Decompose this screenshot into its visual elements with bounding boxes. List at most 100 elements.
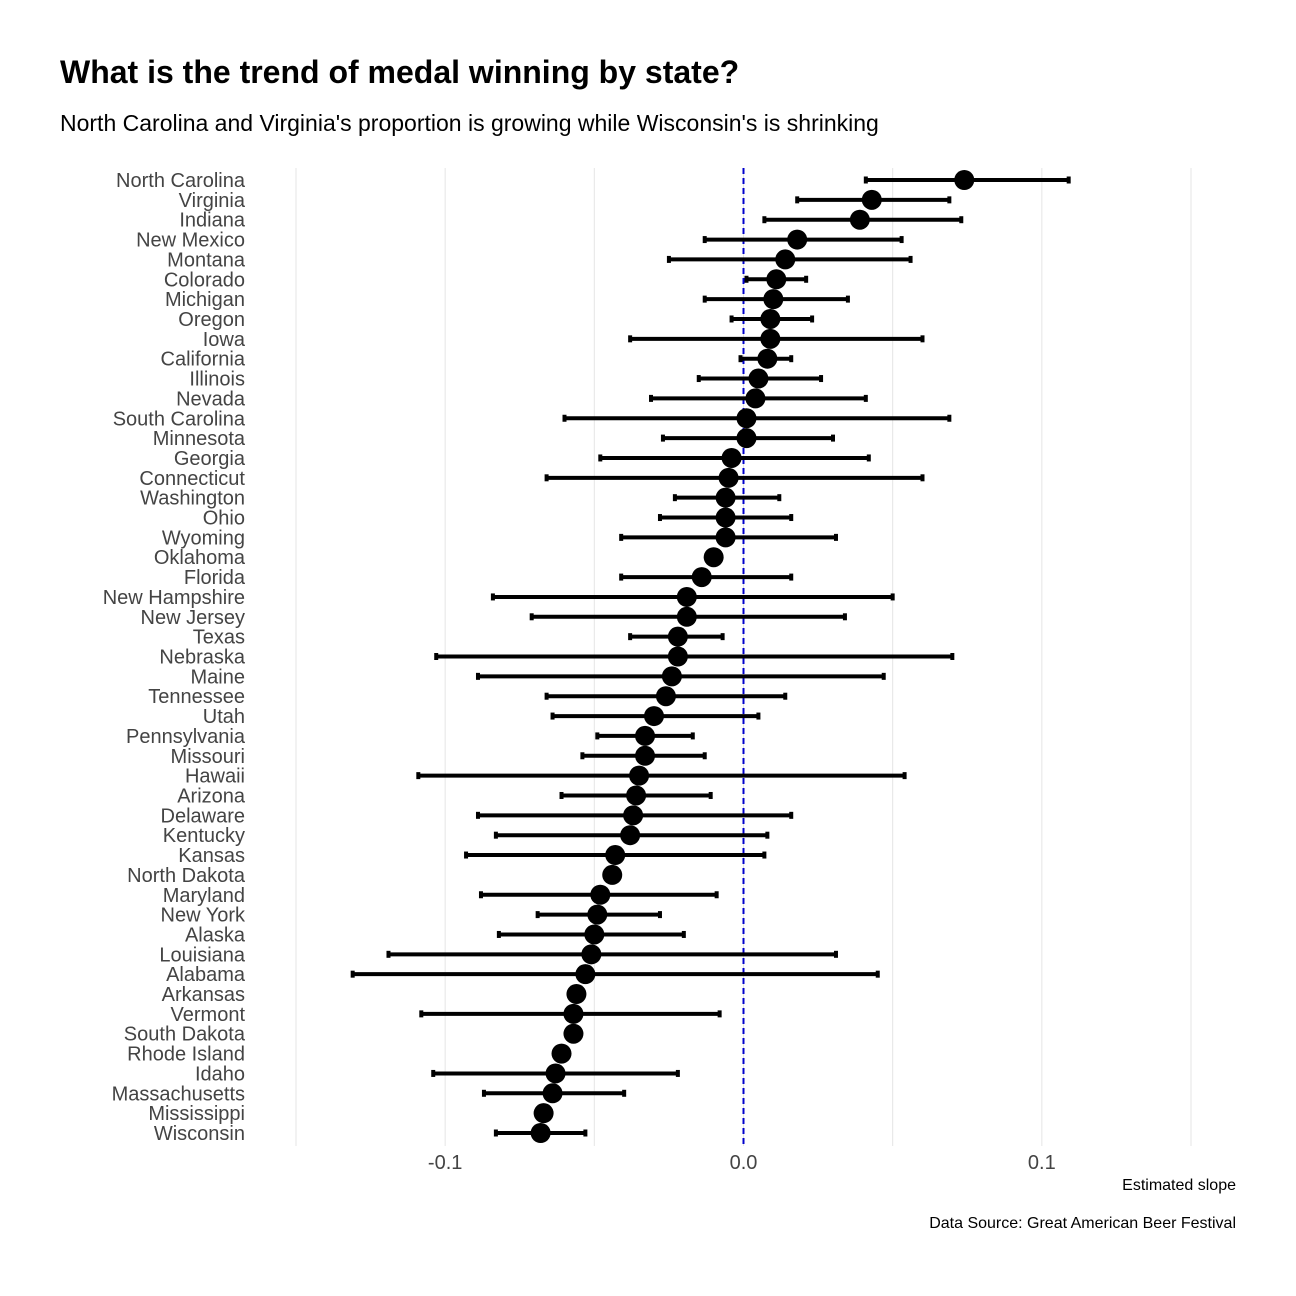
point-new-hampshire <box>676 586 697 607</box>
x-tick-label-1: 0.0 <box>730 1152 758 1174</box>
chart-subtitle: North Carolina and Virginia's proportion… <box>60 110 879 136</box>
point-kentucky <box>620 825 641 846</box>
point-iowa <box>760 328 781 349</box>
y-label-nevada: Nevada <box>176 388 246 410</box>
point-alabama <box>575 964 596 985</box>
errorbar-alabama <box>350 970 880 978</box>
x-tick-label-0: -0.1 <box>428 1152 462 1174</box>
point-maine <box>661 666 682 687</box>
point-new-mexico <box>787 229 808 250</box>
y-label-vermont: Vermont <box>171 1004 246 1026</box>
point-south-carolina <box>736 408 757 429</box>
y-label-colorado: Colorado <box>164 269 245 291</box>
point-layer <box>530 170 975 1143</box>
point-hawaii <box>629 765 650 786</box>
y-label-new-york: New York <box>161 905 246 927</box>
y-label-north-carolina: North Carolina <box>116 170 246 192</box>
point-minnesota <box>736 428 757 449</box>
y-label-texas: Texas <box>193 627 245 649</box>
point-north-dakota <box>602 864 623 885</box>
point-maryland <box>590 884 611 905</box>
point-vermont <box>563 1003 584 1024</box>
point-delaware <box>623 805 644 826</box>
y-label-new-mexico: New Mexico <box>136 230 245 252</box>
errorbar-nebraska <box>434 653 955 660</box>
point-nevada <box>745 388 766 409</box>
point-north-carolina <box>954 170 975 190</box>
point-georgia <box>721 447 742 468</box>
y-label-alabama: Alabama <box>166 964 246 986</box>
y-label-michigan: Michigan <box>165 289 245 311</box>
y-label-ohio: Ohio <box>203 508 245 530</box>
y-label-arizona: Arizona <box>177 785 246 807</box>
y-label-south-carolina: South Carolina <box>113 408 246 430</box>
y-label-louisiana: Louisiana <box>159 944 246 966</box>
chart-title: What is the trend of medal winning by st… <box>60 54 740 90</box>
y-label-wyoming: Wyoming <box>162 527 245 549</box>
x-axis-tick-labels: -0.1 0.0 0.1 <box>428 1152 1056 1174</box>
y-label-illinois: Illinois <box>189 369 245 391</box>
y-label-nebraska: Nebraska <box>159 647 245 669</box>
y-label-idaho: Idaho <box>195 1063 245 1085</box>
y-label-montana: Montana <box>167 249 246 271</box>
x-axis-label: Estimated slope <box>1122 1177 1236 1194</box>
y-label-pennsylvania: Pennsylvania <box>126 726 246 748</box>
point-montana <box>775 249 796 270</box>
point-connecticut <box>718 467 739 488</box>
y-label-connecticut: Connecticut <box>139 468 245 490</box>
errorbar-louisiana <box>386 950 838 958</box>
y-label-georgia: Georgia <box>174 448 246 470</box>
y-label-kansas: Kansas <box>178 845 245 867</box>
y-label-massachusetts: Massachusetts <box>112 1083 245 1105</box>
chart-caption: Data Source: Great American Beer Festiva… <box>929 1215 1236 1232</box>
y-label-iowa: Iowa <box>203 329 246 351</box>
point-florida <box>691 567 712 588</box>
point-massachusetts <box>542 1083 563 1104</box>
y-label-washington: Washington <box>140 488 245 510</box>
y-label-virginia: Virginia <box>179 190 246 212</box>
point-wisconsin <box>530 1123 551 1143</box>
x-tick-label-2: 0.1 <box>1028 1152 1056 1174</box>
y-label-kentucky: Kentucky <box>163 825 245 847</box>
y-label-maine: Maine <box>191 666 245 688</box>
y-label-mississippi: Mississippi <box>148 1103 245 1125</box>
point-new-york <box>587 904 608 925</box>
point-washington <box>715 487 736 508</box>
point-indiana <box>849 209 870 230</box>
point-california <box>757 348 778 369</box>
point-pennsylvania <box>635 725 656 746</box>
point-mississippi <box>533 1103 554 1124</box>
point-alaska <box>584 924 605 945</box>
point-arkansas <box>566 984 587 1005</box>
y-label-south-dakota: South Dakota <box>124 1024 246 1046</box>
y-label-new-jersey: New Jersey <box>141 607 245 629</box>
point-rhode-island <box>551 1043 572 1064</box>
point-missouri <box>635 745 656 766</box>
y-label-indiana: Indiana <box>179 210 245 232</box>
y-label-delaware: Delaware <box>161 805 245 827</box>
point-colorado <box>766 269 787 290</box>
y-label-north-dakota: North Dakota <box>127 865 246 887</box>
point-south-dakota <box>563 1023 584 1044</box>
point-nebraska <box>667 646 688 667</box>
y-label-hawaii: Hawaii <box>185 766 245 788</box>
y-label-arkansas: Arkansas <box>162 984 245 1006</box>
point-arizona <box>626 785 647 806</box>
point-oklahoma <box>703 547 724 568</box>
point-wyoming <box>715 527 736 548</box>
point-virginia <box>861 189 882 210</box>
y-label-california: California <box>161 349 246 371</box>
y-label-wisconsin: Wisconsin <box>154 1123 245 1145</box>
y-label-new-hampshire: New Hampshire <box>103 587 245 609</box>
point-kansas <box>605 845 626 866</box>
y-label-maryland: Maryland <box>163 885 245 907</box>
point-ohio <box>715 507 736 528</box>
errorbar-south-carolina <box>562 414 952 422</box>
y-label-missouri: Missouri <box>171 746 245 768</box>
point-michigan <box>763 289 784 310</box>
y-label-rhode-island: Rhode Island <box>127 1044 245 1066</box>
point-tennessee <box>655 686 676 707</box>
point-texas <box>667 626 688 647</box>
